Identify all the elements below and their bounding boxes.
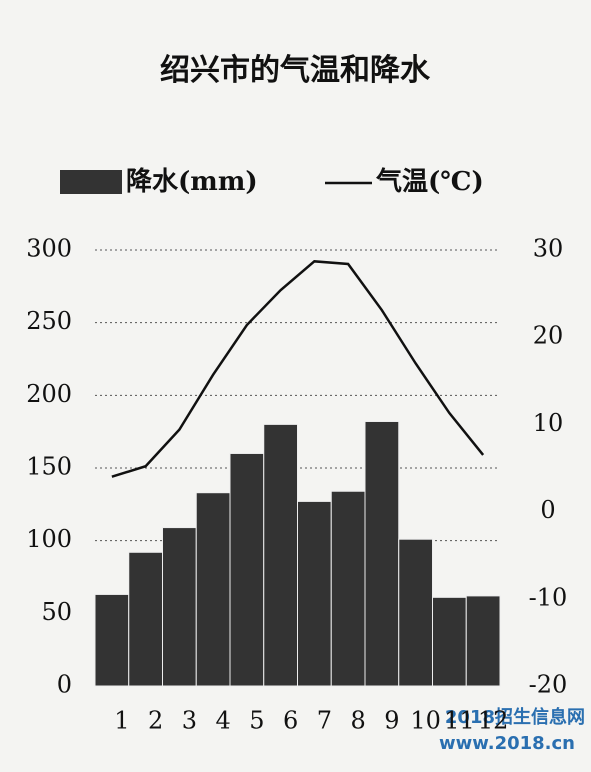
bar [162, 527, 197, 687]
legend-swatch [60, 170, 122, 194]
chart-title: 绍兴市的气温和降水 [160, 53, 431, 88]
y-tick-label: 150 [26, 453, 72, 481]
temperature-line [111, 260, 485, 478]
watermark: 2018招生信息网 [445, 706, 585, 728]
x-tick-label: 11 [444, 707, 475, 735]
bar [364, 420, 400, 687]
bar [297, 500, 332, 687]
y2-tick-label: 20 [533, 322, 564, 350]
x-tick-label: 8 [350, 707, 365, 735]
bar [195, 492, 231, 687]
legend-label: 降水(mm) [126, 167, 258, 197]
bar [398, 538, 433, 687]
x-tick-label: 4 [215, 707, 230, 735]
y-tick-label: 200 [26, 380, 72, 408]
bar [263, 423, 298, 687]
x-tick-label: 2 [148, 707, 163, 735]
x-tick-label: 5 [249, 707, 264, 735]
bar [465, 595, 501, 687]
y2-tick-label: 0 [540, 496, 555, 524]
y2-tick-label: 10 [533, 409, 564, 437]
y-tick-label: 50 [41, 598, 72, 626]
y2-tick-label: -20 [529, 671, 568, 699]
x-tick-label: 10 [410, 707, 441, 735]
legend-label: 气温(℃) [375, 166, 484, 197]
x-tick-label: 9 [384, 707, 399, 735]
bar [330, 490, 366, 687]
x-tick-label: 7 [317, 707, 332, 735]
x-tick-label: 1 [114, 707, 129, 735]
y-tick-label: 0 [57, 671, 72, 699]
y2-tick-label: -10 [529, 583, 568, 611]
bar [229, 452, 265, 687]
y-tick-label: 100 [26, 525, 72, 553]
y-tick-label: 300 [26, 235, 72, 263]
x-tick-label: 12 [478, 707, 509, 735]
watermark: www.2018.cn [439, 733, 575, 754]
y2-tick-label: 30 [533, 235, 564, 263]
bar [432, 596, 467, 687]
x-tick-label: 3 [182, 707, 197, 735]
bar [94, 593, 130, 687]
x-tick-label: 6 [283, 707, 298, 735]
bar [128, 551, 163, 687]
y-tick-label: 250 [26, 307, 72, 335]
